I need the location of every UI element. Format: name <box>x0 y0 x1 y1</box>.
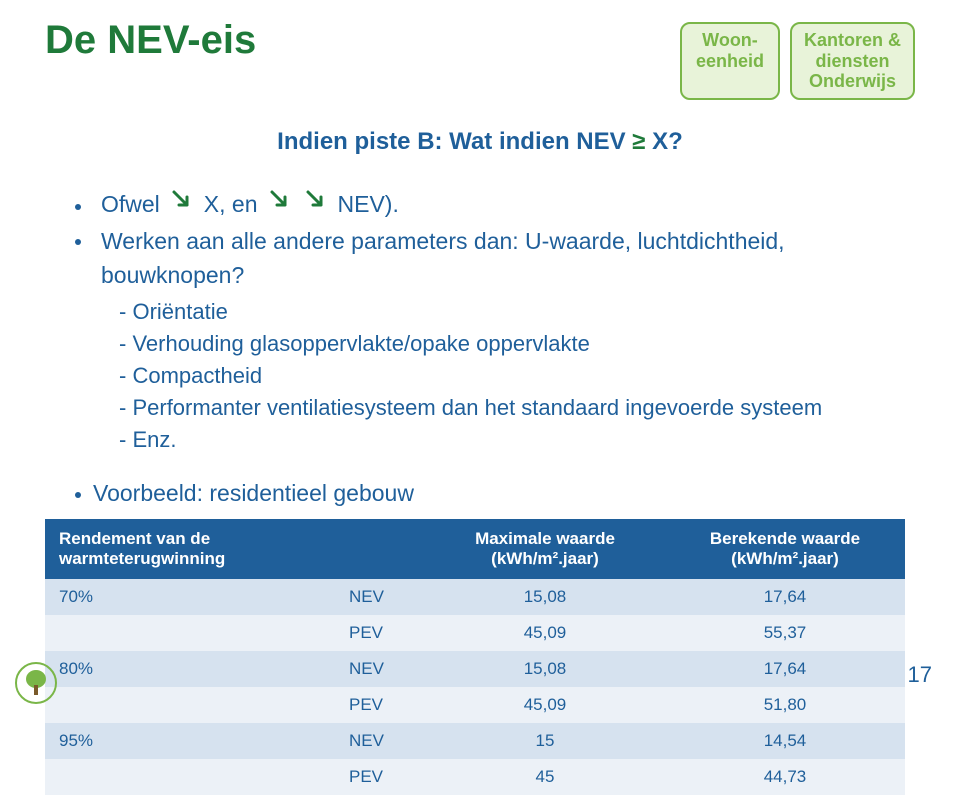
sub-item: Enz. <box>119 424 915 456</box>
th-blank <box>335 519 425 579</box>
table-row: 80%NEV15,0817,64 <box>45 651 905 687</box>
tree-logo-icon <box>14 661 58 710</box>
sub-item: Verhouding glasoppervlakte/opake oppervl… <box>119 328 915 360</box>
cell: 70% <box>45 579 335 615</box>
cell: PEV <box>335 615 425 651</box>
bullet-example: Voorbeeld: residentieel gebouw <box>75 480 915 507</box>
bullet-ofwel: Ofwel X, en NEV). <box>75 188 915 221</box>
category-pills: Woon- eenheid Kantoren & diensten Onderw… <box>680 22 915 100</box>
sub-item: Oriëntatie <box>119 296 915 328</box>
bullet-dot-icon <box>75 492 81 498</box>
slide-title: De NEV-eis <box>45 18 256 63</box>
cell: 51,80 <box>665 687 905 723</box>
pill-text: Kantoren & <box>804 30 901 50</box>
subtitle-prefix: Indien piste B: Wat indien NEV <box>277 128 632 155</box>
sub-bullet-list: Oriëntatie Verhouding glasoppervlakte/op… <box>119 296 915 455</box>
table-row: 70%NEV15,0817,64 <box>45 579 905 615</box>
arrow-down-icon <box>170 188 194 221</box>
cell: 45,09 <box>425 615 665 651</box>
cell <box>45 687 335 723</box>
sub-item: Compactheid <box>119 360 915 392</box>
pill-wooneenheid: Woon- eenheid <box>680 22 780 100</box>
bullet-werken: Werken aan alle andere parameters dan: U… <box>75 225 915 292</box>
cell <box>45 759 335 795</box>
data-table: Rendement van de warmteterugwinning Maxi… <box>45 519 905 795</box>
bullet-text-c: NEV). <box>338 188 399 221</box>
cell: 15,08 <box>425 579 665 615</box>
cell: NEV <box>335 723 425 759</box>
th-berekende: Berekende waarde (kWh/m².jaar) <box>665 519 905 579</box>
arrow-down-icon <box>304 188 328 221</box>
pill-text: Onderwijs <box>809 71 896 91</box>
table-body: 70%NEV15,0817,64 PEV45,0955,37 80%NEV15,… <box>45 579 905 795</box>
bullet-dot-icon <box>75 204 81 210</box>
table-row: PEV45,0955,37 <box>45 615 905 651</box>
pill-text: Woon- <box>702 30 758 50</box>
gte-symbol: ≥ <box>632 128 645 155</box>
cell: 15,08 <box>425 651 665 687</box>
cell: NEV <box>335 651 425 687</box>
cell: 95% <box>45 723 335 759</box>
cell: 44,73 <box>665 759 905 795</box>
th-max: Maximale waarde (kWh/m².jaar) <box>425 519 665 579</box>
cell: 45,09 <box>425 687 665 723</box>
sub-item: Performanter ventilatiesysteem dan het s… <box>119 392 915 424</box>
table-header-row: Rendement van de warmteterugwinning Maxi… <box>45 519 905 579</box>
cell: 14,54 <box>665 723 905 759</box>
bullet-dot-icon <box>75 239 81 245</box>
cell <box>45 615 335 651</box>
cell: 17,64 <box>665 579 905 615</box>
table-row: PEV45,0951,80 <box>45 687 905 723</box>
content-block: Ofwel X, en NEV). Werken aan alle andere… <box>75 188 915 455</box>
pill-text: eenheid <box>696 51 764 71</box>
pill-text: diensten <box>815 51 889 71</box>
bullet-text-a: Ofwel <box>101 188 160 221</box>
cell: 15 <box>425 723 665 759</box>
cell: 45 <box>425 759 665 795</box>
cell: 55,37 <box>665 615 905 651</box>
arrow-down-icon <box>268 188 292 221</box>
subtitle-suffix: X? <box>645 128 682 155</box>
cell: PEV <box>335 759 425 795</box>
th-rendement: Rendement van de warmteterugwinning <box>45 519 335 579</box>
example-text: Voorbeeld: residentieel gebouw <box>93 480 414 507</box>
table-row: 95%NEV1514,54 <box>45 723 905 759</box>
pill-kantoren: Kantoren & diensten Onderwijs <box>790 22 915 100</box>
table-row: PEV4544,73 <box>45 759 905 795</box>
cell: NEV <box>335 579 425 615</box>
cell: PEV <box>335 687 425 723</box>
bullet-text: Werken aan alle andere parameters dan: U… <box>101 225 881 292</box>
cell: 80% <box>45 651 335 687</box>
page-number: 17 <box>908 662 932 688</box>
bullet-text-b: X, en <box>204 188 258 221</box>
subtitle: Indien piste B: Wat indien NEV ≥ X? <box>45 128 915 156</box>
cell: 17,64 <box>665 651 905 687</box>
slide-header: De NEV-eis Woon- eenheid Kantoren & dien… <box>45 18 915 100</box>
